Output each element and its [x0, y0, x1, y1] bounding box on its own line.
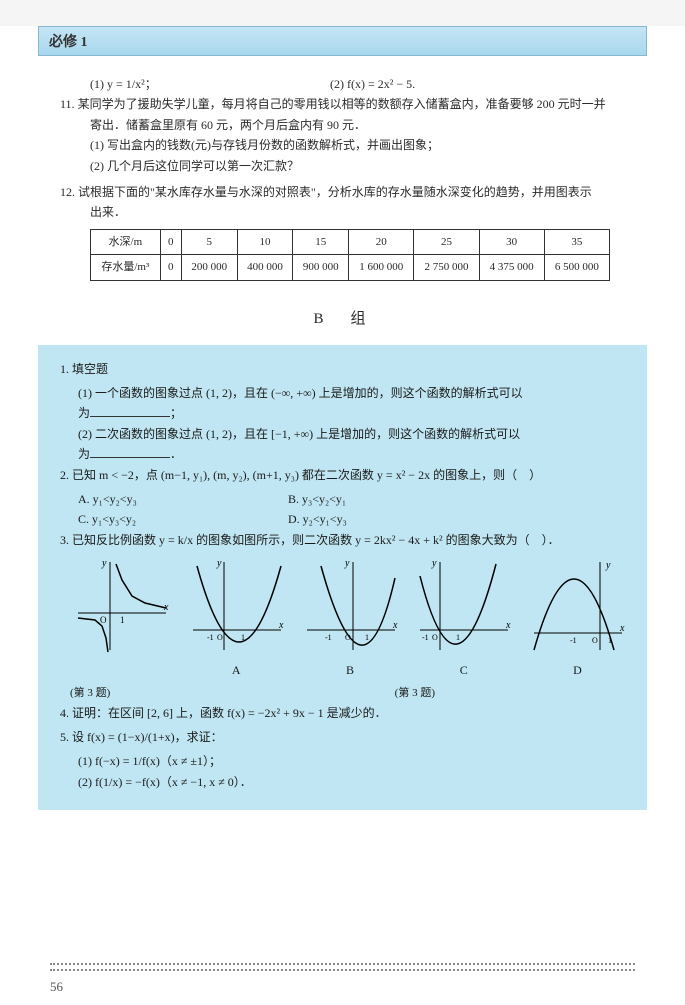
svg-text:y: y	[431, 558, 437, 569]
b-q2-opts2: C. y₁<y₃<y₂ D. y₂<y₁<y₃	[60, 509, 625, 529]
section-b-title: B 组	[60, 307, 625, 333]
svg-text:y: y	[344, 558, 350, 569]
ref-graph: y x O 1	[70, 558, 170, 680]
label-A: A	[189, 660, 284, 680]
q3-captions: (第 3 题) (第 3 题)	[60, 684, 625, 703]
chapter-header: 必修 1	[38, 26, 647, 56]
svg-text:x: x	[505, 620, 511, 631]
b-q5-s1: (1) f(−x) = 1/f(x)（x ≠ ±1）；	[60, 751, 625, 771]
table-row: 存水量/m³ 0 200 000 400 000 900 000 1 600 0…	[91, 255, 610, 281]
svg-text:x: x	[619, 623, 625, 634]
b-q4: 4. 证明：在区间 [2, 6] 上，函数 f(x) = −2x² + 9x −…	[60, 703, 625, 723]
q12-num: 12.	[60, 185, 75, 199]
table-row: 水深/m 0 5 10 15 20 25 30 35	[91, 229, 610, 255]
parabola-C-icon: y x -1 O 1	[416, 558, 511, 653]
b-q5-s2: (2) f(1/x) = −f(x)（x ≠ −1, x ≠ 0）．	[60, 772, 625, 792]
parabola-B-icon: y x -1 O 1	[303, 558, 398, 653]
b-q5-head: 5. 设 f(x) = (1−x)/(1+x)，求证：	[60, 727, 625, 747]
parabola-A-icon: y x -1 O 1	[189, 558, 284, 653]
q12-text: 试根据下面的"某水库存水量与水深的对照表"，分析水库的存水量随水深变化的趋势，并…	[78, 185, 592, 199]
b-q1-s1: (1) 一个函数的图象过点 (1, 2)，且在 (−∞, +∞) 上是增加的，则…	[60, 383, 625, 424]
svg-text:-1: -1	[325, 633, 332, 642]
cap-left: (第 3 题)	[70, 684, 110, 703]
group-a-content: (1) y = 1/x²； (2) f(x) = 2x² − 5. 11. 某同…	[0, 56, 685, 333]
b-q2-optB: B. y₃<y₂<y₁	[288, 489, 346, 509]
svg-text:O: O	[432, 633, 438, 642]
depth-table: 水深/m 0 5 10 15 20 25 30 35 存水量/m³ 0 200 …	[90, 229, 610, 281]
b-q2-optD: D. y₂<y₁<y₃	[288, 509, 347, 529]
svg-text:1: 1	[365, 633, 369, 642]
b-q2-optC: C. y₁<y₃<y₂	[78, 509, 288, 529]
q12-text2: 出来．	[90, 202, 625, 222]
svg-text:y: y	[216, 558, 222, 569]
svg-text:x: x	[392, 620, 398, 631]
parabola-D-icon: y x -1 O 1	[530, 558, 625, 653]
label-C: C	[416, 660, 511, 680]
q11-sub1: (1) 写出盒内的钱数(元)与存钱月份数的函数解析式，并画出图象；	[90, 135, 625, 155]
b-q1-head: 1. 填空题	[60, 359, 625, 379]
group-b-panel: 1. 填空题 (1) 一个函数的图象过点 (1, 2)，且在 (−∞, +∞) …	[38, 345, 647, 811]
graph-D: y x -1 O 1 D	[530, 558, 625, 680]
graph-A: y x -1 O 1 A	[189, 558, 284, 680]
svg-text:y: y	[605, 560, 611, 571]
q11-num: 11.	[60, 97, 75, 111]
q11-sub2: (2) 几个月后这位同学可以第一次汇款？	[90, 156, 625, 176]
svg-text:1: 1	[608, 636, 612, 645]
svg-text:-1: -1	[570, 636, 577, 645]
graph-C: y x -1 O 1 C	[416, 558, 511, 680]
label-D: D	[530, 660, 625, 680]
svg-text:O: O	[345, 633, 351, 642]
b-q2-optA: A. y₁<y₂<y₃	[78, 489, 288, 509]
q12: 12. 试根据下面的"某水库存水量与水深的对照表"，分析水库的存水量随水深变化的…	[60, 182, 625, 223]
q10-part1: (1) y = 1/x²；	[90, 74, 330, 94]
svg-text:O: O	[592, 636, 598, 645]
svg-text:1: 1	[241, 633, 245, 642]
footer-divider	[50, 963, 635, 971]
q11: 11. 某同学为了援助失学儿童，每月将自己的零用钱以相等的数额存入储蓄盒内，准备…	[60, 94, 625, 176]
q10-row: (1) y = 1/x²； (2) f(x) = 2x² − 5.	[60, 74, 625, 94]
svg-text:-1: -1	[207, 633, 214, 642]
cap-mid: (第 3 题)	[395, 684, 435, 703]
label-B: B	[303, 660, 398, 680]
q10-part2: (2) f(x) = 2x² − 5.	[330, 74, 415, 94]
q11-text2: 寄出．储蓄盒里原有 60 元，两个月后盒内有 90 元．	[90, 115, 625, 135]
graph-B: y x -1 O 1 B	[303, 558, 398, 680]
svg-text:1: 1	[120, 615, 125, 625]
svg-text:O: O	[217, 633, 223, 642]
svg-text:-1: -1	[422, 633, 429, 642]
svg-text:x: x	[163, 602, 169, 613]
b-q3-head: 3. 已知反比例函数 y = k/x 的图象如图所示，则二次函数 y = 2kx…	[60, 530, 625, 550]
q3-graphs: y x O 1 y x -1 O 1 A	[70, 558, 625, 680]
svg-text:O: O	[100, 615, 107, 625]
chapter-title: 必修 1	[49, 35, 88, 50]
page-number: 56	[50, 979, 63, 995]
b-q2-head: 2. 已知 m < −2，点 (m−1, y₁), (m, y₂), (m+1,…	[60, 465, 625, 485]
b-q1-s2: (2) 二次函数的图象过点 (1, 2)，且在 [−1, +∞) 上是增加的，则…	[60, 424, 625, 465]
svg-text:x: x	[278, 620, 284, 631]
svg-text:1: 1	[456, 633, 460, 642]
b-q2-opts1: A. y₁<y₂<y₃ B. y₃<y₂<y₁	[60, 489, 625, 509]
hyperbola-icon: y x O 1	[70, 558, 170, 653]
svg-text:y: y	[101, 558, 107, 569]
q11-text1: 某同学为了援助失学儿童，每月将自己的零用钱以相等的数额存入储蓄盒内，准备要够 2…	[78, 97, 606, 111]
